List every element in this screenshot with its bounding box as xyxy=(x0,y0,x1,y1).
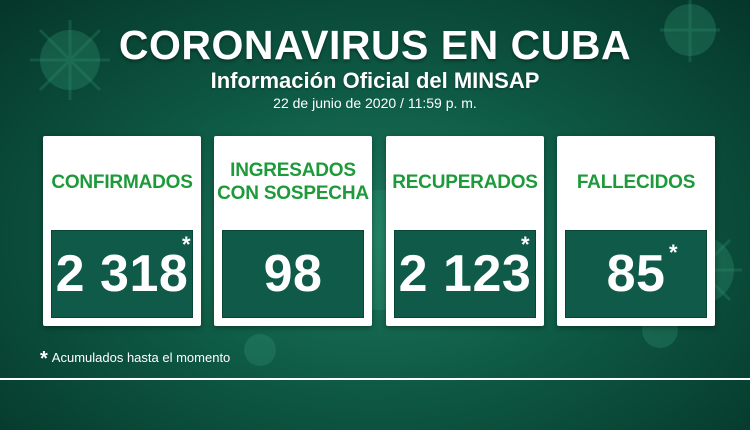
stat-card-ingresados: INGRESADOS CON SOSPECHA 98 xyxy=(214,136,372,326)
page-subtitle: Información Oficial del MINSAP xyxy=(210,68,540,93)
bottom-divider xyxy=(0,378,750,380)
stat-card-value: 2 123 xyxy=(394,230,536,318)
stat-card-fallecidos: FALLECIDOS 85 * xyxy=(557,136,715,326)
footnote-text: Acumulados hasta el momento xyxy=(51,350,231,365)
stat-card-label-line: RECUPERADOS xyxy=(392,171,538,193)
stat-card-recuperados: RECUPERADOS 2 123 * xyxy=(386,136,544,326)
stat-card-label: CONFIRMADOS xyxy=(43,136,201,228)
page-title: CORONAVIRUS EN CUBA xyxy=(118,22,632,68)
stat-card-label-line: FALLECIDOS xyxy=(576,171,696,193)
stat-card-value: 85 xyxy=(565,230,707,318)
asterisk-mark: * xyxy=(521,232,530,257)
footnote-star: * xyxy=(40,348,48,370)
asterisk-mark: * xyxy=(182,232,191,257)
stat-card-confirmados: CONFIRMADOS 2 318 * xyxy=(43,136,201,326)
report-date: 22 de junio de 2020 / 11:59 p. m. xyxy=(273,95,477,111)
stat-card-value: 98 xyxy=(222,230,364,318)
stat-card-label-line: INGRESADOS xyxy=(230,160,356,181)
stat-card-label: RECUPERADOS xyxy=(386,136,544,228)
stat-card-label: INGRESADOS CON SOSPECHA xyxy=(214,136,372,228)
stat-card-label-line: CON SOSPECHA xyxy=(217,183,369,204)
asterisk-mark: * xyxy=(669,240,678,265)
stat-card-label: FALLECIDOS xyxy=(557,136,715,228)
footnote: * Acumulados hasta el momento xyxy=(40,348,230,371)
stat-card-value: 2 318 xyxy=(51,230,193,318)
stat-card-label-line: CONFIRMADOS xyxy=(51,171,193,193)
